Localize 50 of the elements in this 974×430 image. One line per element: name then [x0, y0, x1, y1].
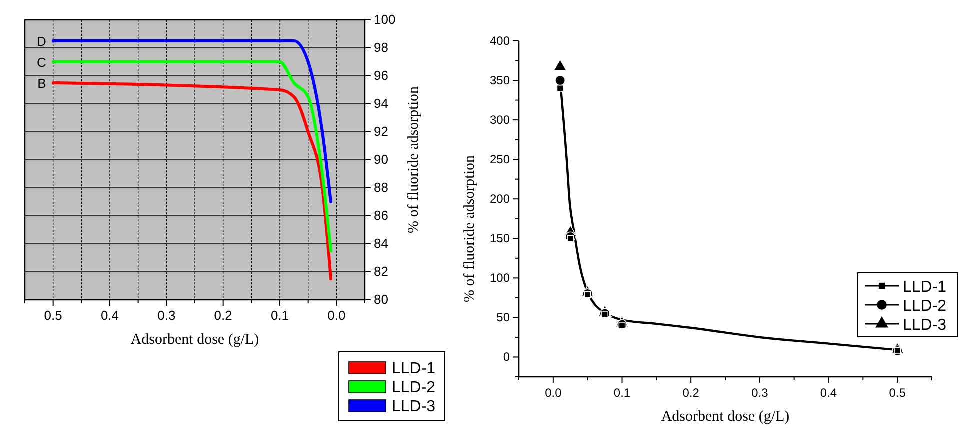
y-tick-label: 86	[374, 208, 388, 223]
x-axis-title: Adsorbent dose (g/L)	[130, 332, 260, 348]
x-tick-label: 0.2	[682, 386, 700, 400]
y-tick-label: 88	[374, 180, 388, 195]
x-axis-title: Adsorbent dose (g/L)	[661, 409, 790, 425]
legend-label: LLD-2	[392, 380, 436, 396]
x-tick-label: 0.0	[328, 308, 346, 323]
y-tick-label: 300	[490, 113, 510, 128]
y-tick-label: 84	[374, 236, 388, 251]
annotation: D	[36, 34, 46, 49]
x-tick-label: 0.0	[545, 386, 562, 400]
y-tick-label: 92	[374, 124, 388, 139]
x-tick-label: 0.5	[889, 386, 906, 400]
point	[554, 75, 566, 86]
y-tick-label: 94	[374, 96, 388, 111]
y-tick-label: 0	[503, 350, 510, 364]
y-tick-label: 400	[490, 34, 510, 48]
legend-label: LLD-3	[392, 398, 436, 416]
legend-label: LLD-1	[903, 279, 947, 296]
line-series	[52, 82, 332, 280]
legend-label: LLD-3	[903, 317, 947, 334]
y-tick-label: 150	[490, 232, 510, 246]
x-tick-label: 0.3	[158, 308, 176, 323]
y-tick-label: 82	[374, 264, 388, 279]
y-tick-label: 80	[374, 292, 388, 307]
y-axis-title: % of fluoride adsorption	[462, 154, 478, 303]
y-tick-label: 350	[490, 74, 510, 88]
y-tick-label: 100	[490, 271, 510, 286]
x-tick-label: 0.5	[44, 308, 62, 323]
y-tick-label: 50	[496, 310, 510, 325]
y-tick-label: 90	[374, 152, 388, 167]
x-tick-label: 0.4	[100, 308, 120, 323]
x-tick-label: 0.3	[752, 386, 769, 400]
line-series	[52, 60, 332, 252]
annotation: B	[38, 76, 46, 91]
legend-label: LLD-1	[392, 360, 436, 378]
point	[556, 84, 564, 92]
x-tick-label: 0.1	[614, 386, 631, 400]
annotation: C	[36, 55, 46, 70]
y-tick-label: 200	[490, 192, 510, 206]
y-tick-label: 98	[374, 40, 388, 55]
y-tick-label: 250	[490, 152, 510, 167]
y-tick-label: 96	[374, 68, 388, 83]
line-series	[52, 40, 332, 204]
x-tick-label: 0.1	[270, 308, 290, 323]
y-tick-label: 100	[374, 12, 396, 27]
y-axis-title: % of fluoride adsorption	[406, 86, 422, 234]
x-tick-label: 0.2	[214, 308, 232, 323]
x-tick-label: 0.4	[820, 386, 838, 400]
legend-label: LLD-2	[903, 298, 947, 315]
